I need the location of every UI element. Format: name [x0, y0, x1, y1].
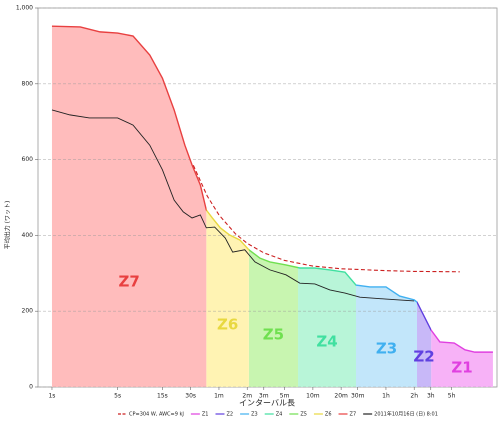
legend-label: CP=304 W, AWC=9 kJ	[129, 412, 184, 418]
x-tick-label: 1s	[48, 393, 55, 400]
zone-area	[206, 210, 249, 387]
x-tick-label: 2m	[242, 393, 252, 400]
zone-label: Z7	[118, 273, 139, 291]
x-tick-label: 1m	[214, 393, 224, 400]
legend-label: Z1	[202, 412, 209, 418]
zone-label: Z2	[413, 348, 434, 366]
legend-label: Z6	[325, 412, 332, 418]
zone-area	[431, 330, 493, 387]
y-tick-label: 400	[22, 232, 34, 239]
x-tick-label: 1h	[382, 393, 390, 400]
zone-area	[298, 267, 356, 387]
legend-label: Z3	[251, 412, 258, 418]
best-curve	[51, 25, 493, 353]
x-tick-label: 3m	[259, 393, 269, 400]
x-tick-label: 5h	[448, 393, 456, 400]
legend-label: Z4	[276, 412, 283, 418]
legend-label: 2011年10月16日 (日) 8:01	[374, 411, 438, 418]
legend-label: Z2	[226, 412, 233, 418]
x-tick-label: 15s	[157, 393, 168, 400]
zone-label: Z5	[263, 326, 284, 344]
legend-label: Z5	[300, 412, 307, 418]
y-tick-label: 600	[22, 156, 34, 163]
x-tick-label: 5s	[114, 393, 121, 400]
zone-label: Z1	[451, 359, 472, 377]
y-tick-label: 800	[22, 80, 34, 87]
series-line	[51, 109, 415, 302]
zone-area	[355, 285, 418, 387]
y-tick-label: 200	[22, 308, 34, 315]
y-tick-label: 0	[29, 384, 33, 391]
y-axis-label: 平均出力 (ワット)	[4, 201, 12, 250]
x-tick-label: 3h	[427, 393, 435, 400]
x-axis-label: インターバル長	[239, 399, 295, 408]
y-tick-label: 1,000	[16, 5, 33, 12]
x-tick-label: 30s	[185, 393, 196, 400]
zone-area	[51, 26, 207, 388]
zone-label: Z3	[376, 340, 397, 358]
legend-label: Z7	[350, 412, 357, 418]
x-tick-label: 20m	[334, 393, 348, 400]
x-tick-label: 30m	[351, 393, 365, 400]
zone-label: Z6	[217, 316, 238, 334]
x-tick-label: 10m	[306, 393, 320, 400]
x-tick-label: 2h	[410, 393, 418, 400]
zone-label: Z4	[316, 333, 337, 351]
zone-area	[248, 249, 299, 387]
cp-model-line	[192, 165, 460, 273]
x-tick-label: 5m	[280, 393, 290, 400]
